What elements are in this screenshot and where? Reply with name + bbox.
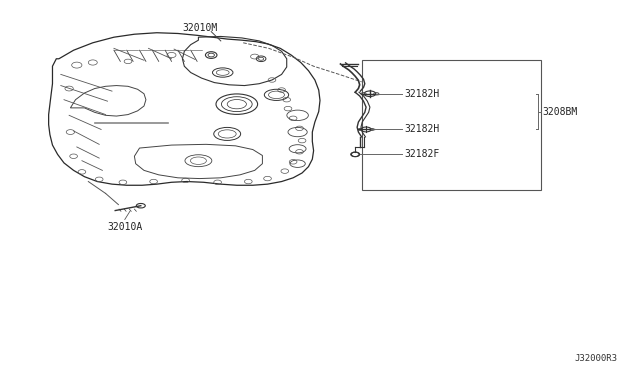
Bar <box>362 60 541 190</box>
Text: 32182F: 32182F <box>404 150 440 159</box>
Text: 32010A: 32010A <box>107 222 143 232</box>
Text: 3208BM: 3208BM <box>543 107 578 116</box>
Text: 32010M: 32010M <box>182 23 218 33</box>
Text: 32182H: 32182H <box>404 89 440 99</box>
Text: J32000R3: J32000R3 <box>575 354 618 363</box>
Text: 32182H: 32182H <box>404 125 440 134</box>
